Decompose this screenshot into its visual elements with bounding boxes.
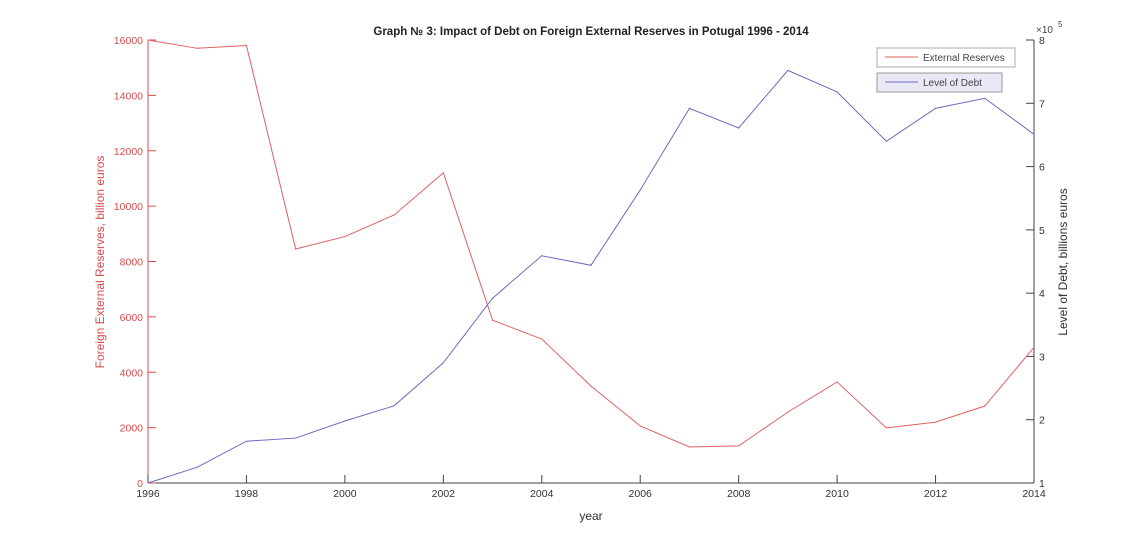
legend-label: Level of Debt [923, 78, 982, 89]
legend-item-level-of-debt: Level of Debt [876, 72, 1003, 93]
y-left-tick-label: 16000 [114, 35, 143, 47]
data-point [147, 39, 149, 41]
data-point [590, 385, 592, 387]
x-tick-label: 2002 [432, 488, 456, 500]
data-point [885, 140, 887, 142]
y-right-tick-label: 3 [1039, 351, 1045, 363]
chart-title: Graph № 3: Impact of Debt on Foreign Ext… [373, 26, 809, 38]
series-line-level-of-debt [147, 69, 1035, 484]
y-left-tick-label: 8000 [120, 257, 144, 269]
x-tick-label: 1996 [136, 488, 160, 500]
axes: 1996 1998 2000 2002 2004 2006 2008 2010 2012 2014… [114, 35, 1046, 500]
y-axis-left-label: Foreign External Reserves, billion euros [93, 156, 107, 369]
data-point [836, 91, 838, 93]
y-right-tick-label: 1 [1039, 478, 1045, 490]
data-point [491, 297, 494, 299]
x-tick-label: 2014 [1022, 488, 1046, 500]
data-point [196, 47, 198, 49]
data-point [344, 235, 346, 238]
data-point [196, 466, 198, 468]
y-left-tick-label: 14000 [114, 90, 143, 102]
data-point [393, 214, 395, 216]
right-axis-exponent: ×10 5 [1036, 20, 1063, 36]
y-right-tick-label: 4 [1039, 288, 1045, 300]
exponent-base: ×10 [1036, 25, 1053, 36]
y-right-tick-label: 7 [1039, 98, 1045, 110]
data-point [688, 446, 691, 448]
data-point [885, 427, 887, 429]
data-point [442, 362, 444, 364]
data-point [787, 69, 789, 71]
data-point [639, 189, 641, 191]
data-point [491, 319, 494, 321]
data-point [1033, 346, 1035, 348]
exponent-power: 5 [1058, 20, 1063, 29]
legend-label: External Reserves [923, 53, 1005, 64]
y-left-tick-label: 4000 [120, 367, 144, 379]
data-point [590, 264, 592, 266]
data-point [541, 338, 543, 340]
legend: External Reserves Level of Debt [876, 47, 1016, 93]
x-tick-label: 2006 [629, 488, 653, 500]
data-point [295, 437, 297, 439]
y-right-tick-label: 8 [1039, 35, 1045, 47]
y-left-tick-label: 12000 [114, 146, 143, 158]
data-point [688, 107, 691, 109]
x-tick-label: 2008 [727, 488, 751, 500]
data-point [344, 420, 346, 422]
y-right-tick-label: 6 [1039, 162, 1045, 174]
y-left-tick-label: 6000 [120, 312, 144, 324]
y-left-tick-label: 10000 [114, 201, 143, 213]
data-point [984, 97, 986, 99]
data-point [1033, 133, 1035, 135]
y-right-tick-label: 5 [1039, 225, 1045, 237]
x-tick-label: 2010 [825, 488, 849, 500]
data-point [934, 107, 937, 109]
legend-item-external-reserves: External Reserves [876, 47, 1016, 68]
data-point [147, 482, 149, 484]
data-point [836, 381, 838, 383]
data-point [738, 445, 740, 447]
data-point [639, 425, 641, 427]
data-point [245, 440, 248, 442]
data-point [787, 411, 789, 413]
data-point [245, 44, 248, 47]
data-point [738, 127, 740, 129]
series-lines [147, 39, 1035, 484]
y-right-tick-label: 2 [1039, 415, 1045, 427]
x-axis-label: year [579, 509, 602, 523]
data-point [984, 405, 986, 407]
y-left-tick-label: 2000 [120, 423, 144, 435]
x-tick-label: 2004 [530, 488, 554, 500]
x-tick-label: 2000 [333, 488, 357, 500]
data-point [295, 248, 297, 250]
data-point [541, 255, 543, 257]
x-tick-label: 1998 [235, 488, 259, 500]
data-point [393, 405, 395, 407]
y-left-tick-label: 0 [137, 478, 143, 490]
data-point [442, 172, 444, 174]
x-tick-label: 2012 [924, 488, 948, 500]
y-axis-right-label: Level of Debt, billions euros [1056, 188, 1070, 335]
data-point [934, 421, 937, 423]
